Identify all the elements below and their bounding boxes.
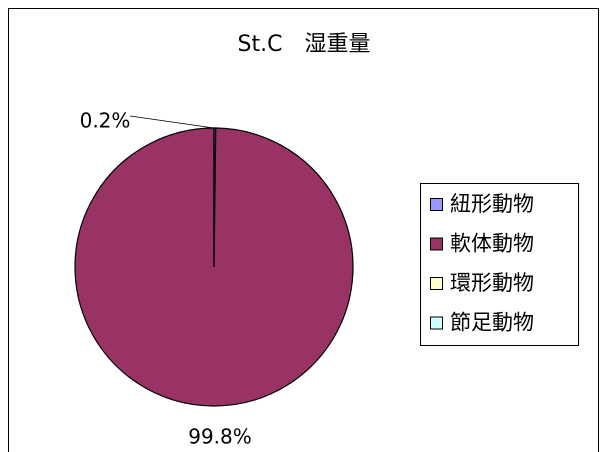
legend-swatch bbox=[430, 237, 443, 251]
data-label: 0.2% bbox=[80, 109, 131, 133]
data-label: 99.8% bbox=[188, 425, 252, 449]
legend-swatch bbox=[430, 198, 443, 211]
leader-line bbox=[129, 115, 215, 129]
legend-label: 環形動物 bbox=[450, 271, 534, 295]
legend-box bbox=[420, 183, 579, 346]
chart-title: St.C 湿重量 bbox=[238, 32, 371, 57]
legend-label: 軟体動物 bbox=[450, 232, 534, 256]
legend-swatch bbox=[430, 277, 443, 290]
legend-swatch bbox=[430, 316, 443, 330]
legend-label: 紐形動物 bbox=[450, 192, 534, 216]
legend-label: 節足動物 bbox=[450, 311, 534, 335]
